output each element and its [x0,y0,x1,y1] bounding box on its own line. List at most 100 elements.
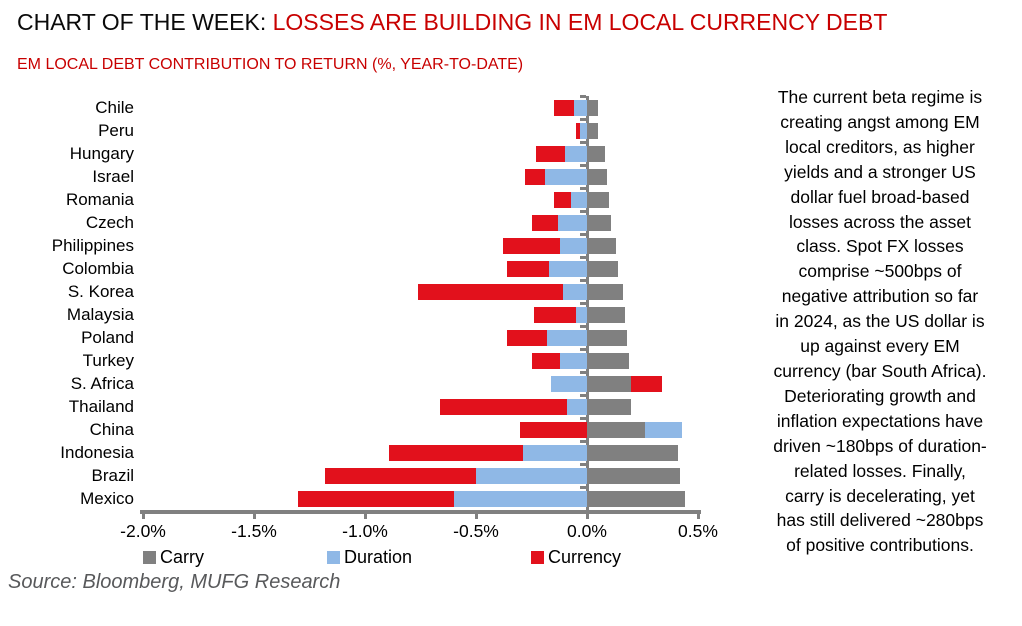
bar-segment-carry [587,352,630,369]
zero-axis-tick [580,256,586,259]
bar-segment-duration [571,191,587,208]
bar-segment-duration [547,329,587,346]
x-axis-tick [252,510,256,519]
category-label: Thailand [68,397,134,416]
bar-segment-currency [298,490,454,507]
zero-axis-tick [580,325,586,328]
x-tick-label: 0.0% [567,521,607,541]
legend-item-carry: Carry [143,547,204,568]
bar-segment-carry [587,421,645,438]
zero-axis-tick [580,417,586,420]
legend-label-carry: Carry [160,547,204,567]
zero-axis-tick [580,118,586,121]
category-label: Philippines [51,236,134,255]
bar-segment-currency [575,122,581,139]
bar-segment-duration [549,260,587,277]
x-tick-label: 0.5% [678,521,718,541]
category-label: Indonesia [60,443,134,462]
bar-segment-currency [389,444,523,461]
category-label: Hungary [69,144,134,163]
bar-segment-duration [573,99,587,116]
zero-axis-tick [580,210,586,213]
page-title: CHART OF THE WEEK: LOSSES ARE BUILDING I… [17,9,887,36]
currency-swatch-icon [531,551,544,564]
x-axis-tick [141,510,145,519]
bar-segment-carry [587,214,612,231]
bar-segment-currency [507,260,550,277]
x-tick-label: -1.5% [231,521,277,541]
x-axis-line [140,510,701,514]
category-axis: Chile Peru Hungary Israel Romania Czech Philip… [0,96,134,510]
x-tick-label: -2.0% [120,521,166,541]
page-title-prefix: CHART OF THE WEEK: [17,9,273,35]
bar-segment-carry [587,260,619,277]
zero-axis-tick [580,463,586,466]
chart-subtitle: EM LOCAL DEBT CONTRIBUTION TO RETURN (%,… [17,56,524,73]
bar-segment-duration [580,122,587,139]
category-label: Romania [65,190,134,209]
category-label: Brazil [91,466,134,485]
bar-segment-duration [453,490,587,507]
bar-segment-currency [520,421,587,438]
source-note: Source: Bloomberg, MUFG Research [8,571,341,593]
category-label: Czech [85,213,134,232]
x-axis-tick [696,510,700,519]
category-label: S. Africa [70,374,134,393]
bar-segment-currency [531,352,561,369]
zero-axis-tick [580,371,586,374]
bar-segment-currency [533,306,576,323]
bar-segment-duration [560,237,587,254]
zero-axis-tick [580,95,586,98]
x-tick-label: -1.0% [342,521,388,541]
bar-segment-currency [631,375,663,392]
legend-label-currency: Currency [548,547,622,567]
bar-segment-currency [418,283,563,300]
zero-axis-tick [580,348,586,351]
bar-segment-carry [587,99,599,116]
bar-segment-duration [522,444,587,461]
bar-segment-currency [325,467,476,484]
bar-segment-carry [587,122,599,139]
legend-item-duration: Duration [327,547,412,568]
bar-segment-carry [587,168,607,185]
zero-axis-tick [580,233,586,236]
bar-segment-duration [644,421,683,438]
carry-swatch-icon [143,551,156,564]
zero-axis-tick [580,141,586,144]
category-label: S. Korea [67,282,134,301]
category-label: Israel [92,167,134,186]
bar-segment-duration [575,306,587,323]
bar-segment-duration [476,467,587,484]
zero-axis-tick [580,302,586,305]
bar-segment-duration [551,375,587,392]
bar-segment-duration [564,145,587,162]
bar-segment-currency [553,191,572,208]
bar-segment-currency [535,145,565,162]
bar-segment-carry [587,398,632,415]
bar-segment-carry [587,444,679,461]
zero-axis-tick [580,440,586,443]
bar-segment-carry [587,306,625,323]
zero-axis-tick [580,394,586,397]
bar-segment-carry [587,283,623,300]
bar-segment-carry [587,490,685,507]
category-label: Mexico [80,489,134,508]
duration-swatch-icon [327,551,340,564]
bar-segment-carry [587,145,605,162]
bar-segment-carry [587,237,616,254]
zero-axis-tick [580,164,586,167]
bar-segment-duration [567,398,587,415]
chart-plot [143,95,698,518]
bar-segment-duration [558,214,587,231]
bar-segment-carry [587,467,681,484]
x-axis-tick [474,510,478,519]
bar-segment-carry [587,375,632,392]
bar-segment-currency [524,168,545,185]
category-label: China [89,420,134,439]
zero-axis-tick [580,187,586,190]
bar-segment-currency [502,237,561,254]
zero-axis-tick [580,486,586,489]
category-label: Malaysia [66,305,134,324]
x-tick-label: -0.5% [453,521,499,541]
